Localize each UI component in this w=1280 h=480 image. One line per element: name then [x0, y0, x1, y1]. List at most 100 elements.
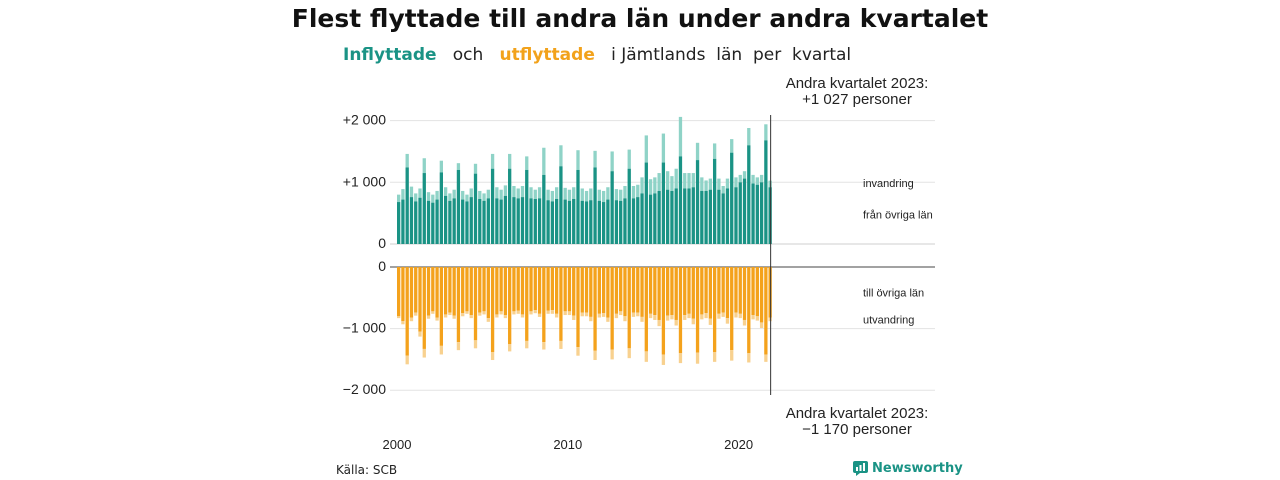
bar-out-domestic [520, 267, 525, 315]
bar-in-immigration [490, 153, 495, 169]
bar-out-emigration [478, 312, 482, 316]
bar-out-domestic [738, 267, 742, 314]
bar-out-emigration [426, 315, 431, 319]
bar-out-emigration [461, 313, 465, 317]
bar-in-domestic [614, 200, 619, 244]
bar-out-domestic [426, 267, 431, 316]
bar-in-domestic [764, 140, 768, 244]
bar-in-domestic [725, 188, 730, 244]
bar-in-immigration [619, 189, 623, 201]
bar-in-immigration [461, 190, 465, 200]
y-tick-label-bottom: −1 000 [343, 320, 386, 336]
bar-in-immigration [448, 193, 452, 201]
bar-out-domestic [482, 267, 486, 312]
x-tick-label: 2010 [553, 437, 582, 452]
bar-out-emigration [537, 313, 542, 317]
bar-in-immigration [644, 135, 648, 163]
bar-in-immigration [580, 188, 584, 201]
bar-in-domestic [610, 171, 614, 244]
bar-out-emigration [567, 311, 572, 316]
bar-in-immigration [653, 177, 657, 194]
annotation-bottom-line-1: Andra kvartalet 2023: [786, 405, 929, 422]
bar-out-emigration [678, 353, 683, 364]
bar-in-immigration [563, 187, 567, 200]
bar-out-emigration [683, 315, 687, 320]
bar-out-domestic [666, 267, 670, 316]
bar-out-emigration [589, 316, 593, 322]
bar-in-domestic [619, 200, 623, 244]
bar-out-domestic [422, 267, 426, 349]
bar-in-immigration [584, 190, 589, 202]
bar-out-domestic [704, 267, 708, 314]
brand[interactable]: Newsworthy [853, 461, 963, 476]
subtitle-och: och [452, 45, 484, 65]
bar-in-immigration [456, 163, 461, 170]
bar-in-domestic [418, 197, 422, 244]
chart-subtitle: Inflyttade och utflyttade i Jämtlands lä… [343, 45, 851, 65]
bar-out-domestic [503, 267, 508, 316]
bar-out-emigration [435, 317, 439, 321]
bar-out-emigration [520, 314, 525, 318]
bar-out-emigration [738, 313, 742, 319]
y-tick-label-top: +2 000 [343, 112, 386, 128]
bar-in-immigration [597, 189, 601, 201]
bar-in-domestic [550, 201, 555, 244]
bar-in-immigration [525, 156, 529, 170]
y-tick-label-bottom: 0 [378, 258, 386, 274]
bar-in-immigration [623, 186, 627, 199]
annotation-top-line-1: Andra kvartalet 2023: [786, 75, 929, 92]
bar-out-domestic [597, 267, 601, 314]
bar-in-domestic [452, 198, 456, 244]
subtitle-inflow: Inflyttade [343, 45, 437, 65]
bar-out-domestic [486, 267, 490, 319]
bar-out-emigration [486, 318, 490, 322]
bar-out-domestic [683, 267, 687, 316]
bar-out-emigration [508, 344, 512, 352]
bar-out-domestic [691, 267, 695, 319]
bar-in-immigration [529, 187, 533, 199]
bar-in-immigration [405, 153, 409, 168]
bar-in-domestic [597, 200, 601, 244]
bar-out-emigration [563, 311, 567, 316]
bar-out-domestic [563, 267, 567, 312]
chart-title: Flest flyttade till andra län under andr… [291, 4, 989, 33]
bar-in-immigration [418, 188, 422, 198]
bar-in-domestic [563, 199, 567, 244]
bar-out-emigration [597, 313, 601, 318]
bar-in-immigration [687, 173, 691, 189]
bar-in-immigration [572, 187, 576, 199]
bar-out-emigration [631, 312, 636, 317]
bar-out-domestic [678, 267, 683, 354]
bar-out-domestic [546, 267, 550, 311]
bar-out-emigration [422, 348, 426, 358]
bar-in-domestic [409, 197, 414, 244]
bar-out-emigration [700, 314, 704, 320]
bar-out-emigration [546, 310, 550, 314]
bar-in-domestic [478, 198, 482, 244]
bar-out-emigration [687, 313, 691, 319]
bar-in-immigration [414, 193, 418, 202]
bar-out-domestic [606, 267, 610, 318]
bar-in-domestic [490, 168, 495, 244]
bar-in-immigration [576, 150, 580, 170]
bar-out-emigration [469, 315, 473, 319]
bar-in-domestic [512, 197, 516, 244]
bar-out-domestic [580, 267, 584, 313]
bar-out-domestic [431, 267, 435, 312]
bar-out-emigration [640, 316, 644, 322]
bar-in-domestic [576, 169, 580, 244]
bar-out-domestic [759, 267, 764, 323]
bar-out-domestic [525, 267, 529, 341]
bar-in-immigration [640, 177, 644, 194]
bar-out-domestic [537, 267, 542, 314]
bar-in-immigration [725, 178, 730, 189]
bar-out-emigration [601, 313, 606, 317]
bar-in-immigration [443, 187, 448, 196]
bar-out-emigration [708, 318, 713, 325]
bar-out-domestic [554, 267, 559, 314]
bar-in-domestic [644, 162, 648, 244]
bar-out-domestic [648, 267, 653, 314]
bar-in-immigration [401, 189, 405, 200]
bar-in-immigration [631, 186, 636, 199]
